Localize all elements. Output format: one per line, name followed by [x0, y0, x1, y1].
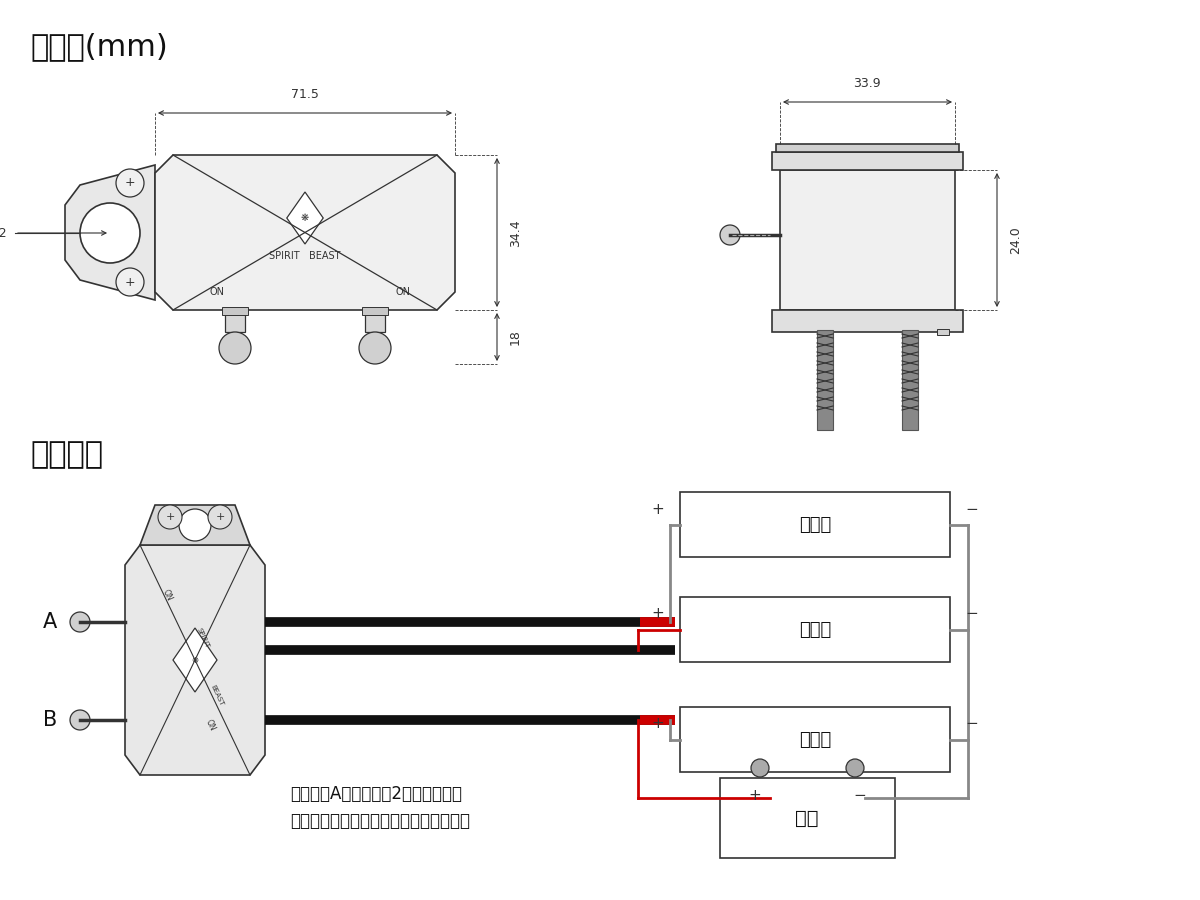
- Circle shape: [751, 759, 769, 777]
- Text: スイッチAは出力線が2本あります。: スイッチAは出力線が2本あります。: [290, 785, 462, 803]
- Text: ON: ON: [204, 718, 216, 733]
- Text: SPIRIT: SPIRIT: [196, 627, 210, 649]
- FancyBboxPatch shape: [226, 310, 245, 332]
- Text: 電装品: 電装品: [799, 731, 832, 749]
- Circle shape: [359, 332, 391, 364]
- Circle shape: [116, 169, 144, 197]
- Text: 電装品: 電装品: [799, 621, 832, 639]
- Polygon shape: [65, 165, 155, 300]
- Text: BEAST: BEAST: [210, 683, 224, 706]
- Circle shape: [80, 203, 140, 263]
- Text: 電源: 電源: [796, 808, 818, 827]
- Text: ON: ON: [396, 287, 410, 297]
- Circle shape: [116, 268, 144, 296]
- Text: +: +: [652, 607, 665, 622]
- Text: +: +: [166, 512, 175, 522]
- Circle shape: [208, 505, 232, 529]
- Polygon shape: [287, 192, 323, 244]
- FancyBboxPatch shape: [776, 144, 959, 152]
- Text: SPIRIT   BEAST: SPIRIT BEAST: [269, 251, 341, 261]
- FancyBboxPatch shape: [222, 307, 248, 315]
- FancyBboxPatch shape: [365, 310, 385, 332]
- Text: 33.9: 33.9: [853, 77, 881, 90]
- FancyBboxPatch shape: [937, 329, 949, 335]
- FancyBboxPatch shape: [680, 597, 950, 662]
- Text: A: A: [43, 612, 58, 632]
- Text: ON: ON: [161, 588, 174, 602]
- Circle shape: [220, 332, 251, 364]
- Text: ❋: ❋: [301, 213, 310, 223]
- FancyBboxPatch shape: [772, 152, 964, 170]
- Circle shape: [720, 225, 740, 245]
- Circle shape: [179, 509, 211, 541]
- FancyBboxPatch shape: [680, 707, 950, 772]
- Text: 18: 18: [509, 329, 522, 345]
- Text: 24.0: 24.0: [1009, 226, 1022, 254]
- FancyBboxPatch shape: [817, 330, 833, 430]
- Text: +: +: [125, 275, 136, 289]
- Text: Ø 10.2: Ø 10.2: [0, 227, 7, 239]
- Text: +: +: [125, 176, 136, 190]
- FancyBboxPatch shape: [362, 307, 388, 315]
- Circle shape: [70, 710, 90, 730]
- Polygon shape: [155, 155, 455, 310]
- Text: +: +: [652, 716, 665, 732]
- Text: +: +: [215, 512, 224, 522]
- Circle shape: [158, 505, 182, 529]
- FancyBboxPatch shape: [720, 778, 895, 858]
- Polygon shape: [125, 545, 265, 775]
- Text: 不要な場合は１本切ってご使用下さい。: 不要な場合は１本切ってご使用下さい。: [290, 812, 470, 830]
- FancyBboxPatch shape: [780, 170, 955, 310]
- Text: サイズ(mm): サイズ(mm): [30, 32, 168, 61]
- Text: +: +: [749, 788, 761, 804]
- Text: 71.5: 71.5: [292, 88, 319, 101]
- Text: −: −: [966, 716, 978, 732]
- Text: +: +: [652, 501, 665, 517]
- Text: 電装品: 電装品: [799, 516, 832, 534]
- Circle shape: [846, 759, 864, 777]
- FancyBboxPatch shape: [680, 492, 950, 557]
- Text: −: −: [966, 501, 978, 517]
- Text: B: B: [43, 710, 58, 730]
- Polygon shape: [173, 628, 217, 692]
- Text: 34.4: 34.4: [509, 220, 522, 247]
- Text: 接続方法: 接続方法: [30, 440, 103, 469]
- Polygon shape: [140, 505, 250, 545]
- FancyBboxPatch shape: [772, 310, 964, 332]
- Text: ON: ON: [210, 287, 224, 297]
- FancyBboxPatch shape: [902, 330, 918, 430]
- Circle shape: [70, 612, 90, 632]
- Text: −: −: [853, 788, 866, 804]
- Text: ❋: ❋: [192, 655, 198, 664]
- Text: −: −: [966, 607, 978, 622]
